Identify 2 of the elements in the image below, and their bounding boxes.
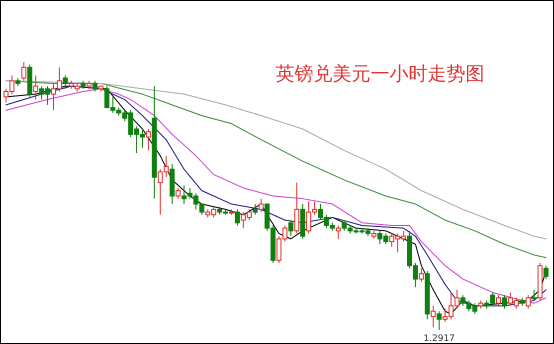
annotation: 1.2917 (423, 334, 455, 344)
title: 英镑兑美元一小时走势图 (276, 63, 484, 85)
